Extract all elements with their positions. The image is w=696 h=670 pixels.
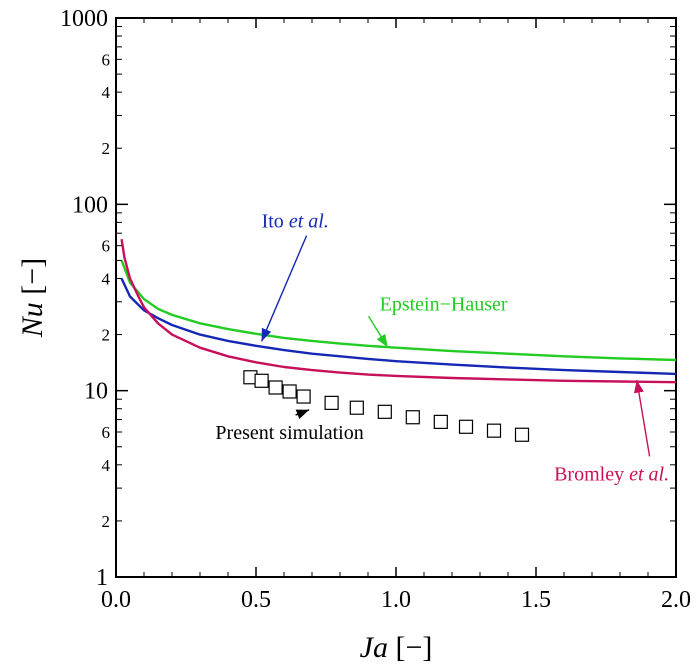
y-minor-tick-label: 6 [102,50,111,69]
y-minor-tick-label: 4 [102,83,111,102]
y-tick-label: 100 [72,192,108,218]
data-point [282,384,297,399]
x-tick-label: 1.5 [521,587,551,613]
x-axis-var: Ja [360,631,388,664]
y-tick-label: 10 [84,379,108,405]
data-point [458,419,474,434]
y-axis-var: Nu [16,302,49,338]
annotation-arrow [260,235,308,342]
annotation-label-main: Bromley [554,463,629,485]
annotation-arrow [633,379,651,457]
data-point [324,395,339,410]
data-point [268,380,283,395]
data-point [254,373,269,388]
y-minor-tick-label: 2 [102,512,111,531]
annotation-label-italic: et al. [289,211,329,233]
data-point [405,410,420,425]
data-point [377,404,392,419]
x-tick-label: 2.0 [661,587,691,613]
data-point [433,414,448,429]
y-minor-tick-label: 4 [102,456,111,475]
annotation-label: Bromley et al. [554,463,669,485]
y-tick-label: 1 [96,565,108,591]
y-tick-label: 1000 [60,6,108,32]
series-line-2 [120,239,676,384]
data-point [349,400,364,415]
data-point [486,423,502,438]
x-tick-label: 0.0 [101,587,131,613]
y-minor-tick-label: 6 [102,423,111,442]
annotation-label: Present simulation [215,422,363,444]
y-minor-tick-label: 2 [102,139,111,158]
series-line-1 [120,259,676,362]
annotation-arrow [295,409,310,420]
y-minor-tick-label: 4 [102,269,111,288]
x-tick-label: 0.5 [241,587,271,613]
series-line-0 [120,277,676,376]
y-minor-tick-label: 2 [102,326,111,345]
data-point [514,427,530,442]
y-axis-title: Nu [−] [16,258,49,338]
annotation-label: Ito et al. [262,211,329,233]
annotation-label-main: Ito [262,211,289,233]
x-axis-title: Ja [−] [360,631,433,664]
annotation-label: Epstein−Hauser [380,293,508,315]
data-point [296,389,311,404]
x-tick-label: 1.0 [381,587,411,613]
y-minor-tick-label: 6 [102,237,111,256]
y-axis-unit: [−] [16,258,49,302]
annotation-label-italic: et al. [629,463,669,485]
annotation-arrow [368,315,389,348]
x-axis-unit: [−] [388,631,432,664]
